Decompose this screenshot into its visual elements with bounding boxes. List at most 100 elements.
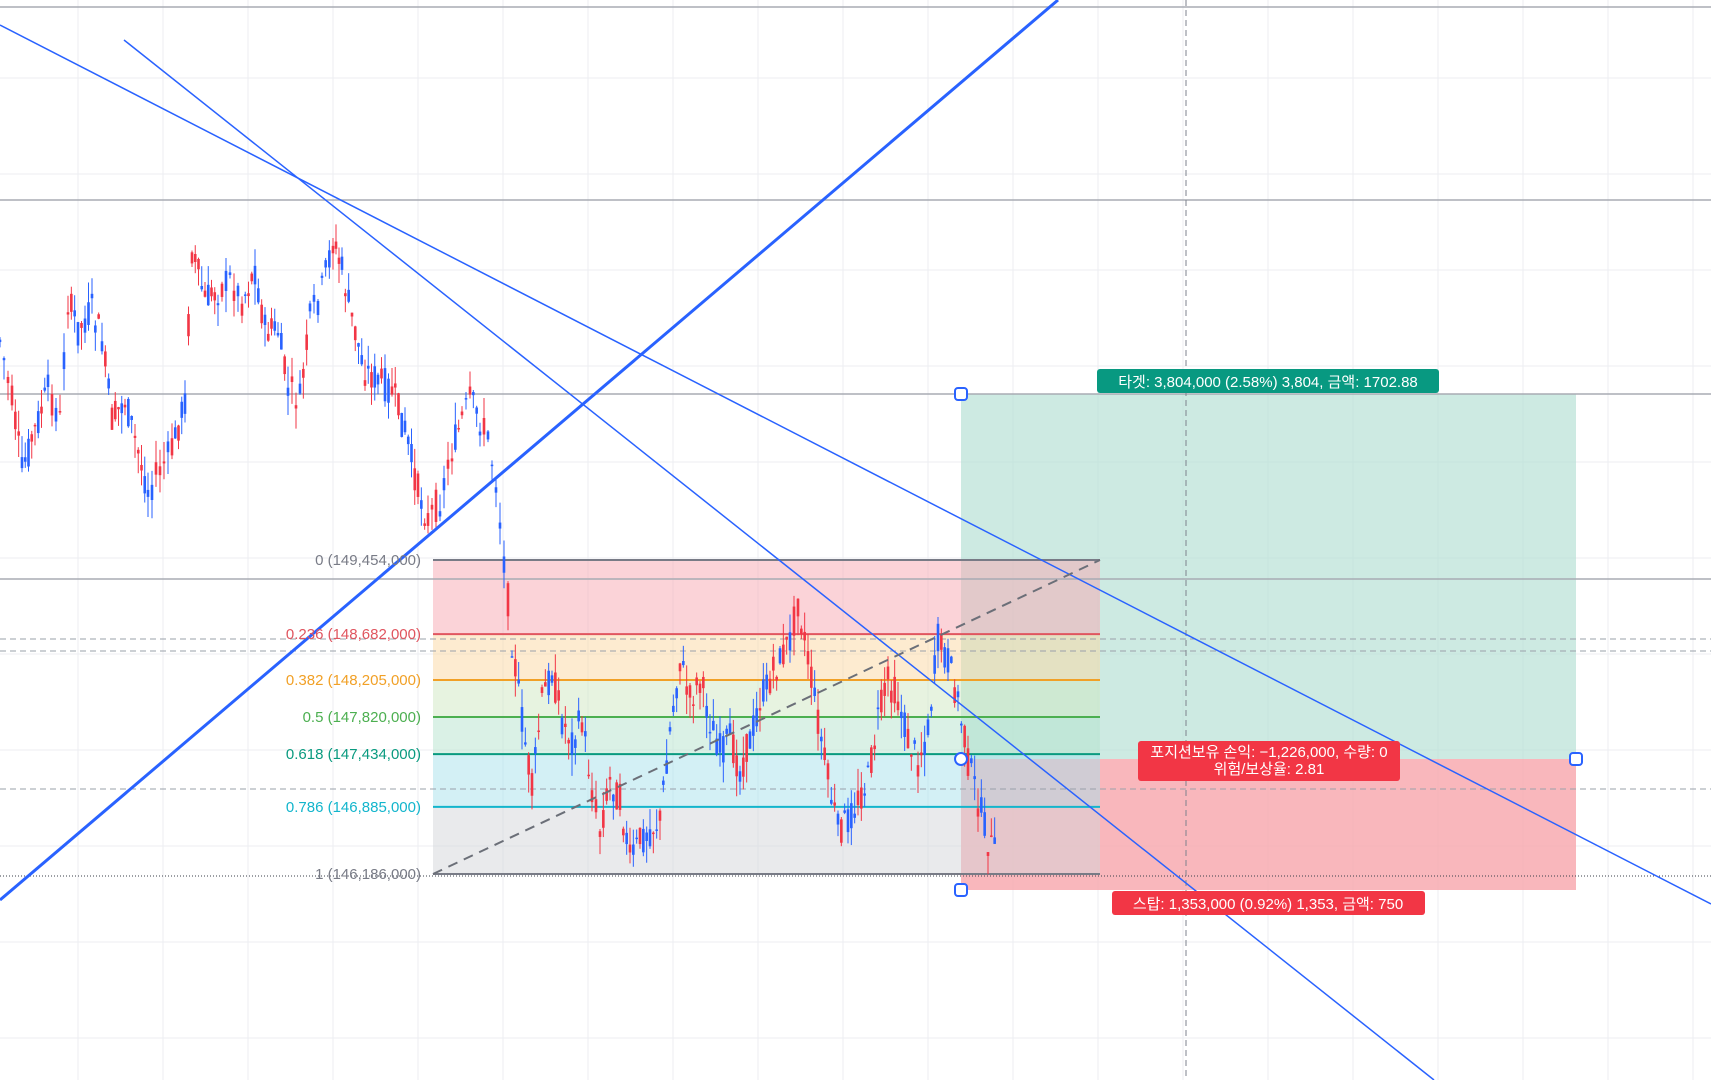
candle-body xyxy=(813,687,816,697)
candle-body xyxy=(678,663,682,672)
candle-body xyxy=(438,511,442,517)
fib-band xyxy=(433,560,1100,635)
candle-body xyxy=(625,832,628,845)
candle-body xyxy=(426,513,430,526)
candle-body xyxy=(560,717,564,735)
candle-body xyxy=(100,341,104,352)
candle-body xyxy=(970,758,973,764)
candle-body xyxy=(397,393,400,416)
candle-body xyxy=(986,852,990,856)
candle-body xyxy=(537,730,540,733)
trendline-descending-1[interactable] xyxy=(0,24,1711,905)
candle-body xyxy=(70,293,73,312)
candle-body xyxy=(76,322,80,346)
candle-body xyxy=(430,504,434,510)
stop-label: 스탑: 1,353,000 (0.92%) 1,353, 금액: 750 xyxy=(1133,896,1403,913)
candle-body xyxy=(266,333,270,341)
candle-body xyxy=(154,462,158,475)
candle-body xyxy=(638,827,642,845)
candle-body xyxy=(768,678,772,694)
candle-body xyxy=(6,376,10,384)
candle-body xyxy=(742,757,745,777)
candle-body xyxy=(534,747,537,754)
candle-body xyxy=(698,683,702,693)
horizontal-lines[interactable] xyxy=(0,6,1711,580)
fib-level-label: 0.382 (148,205,000) xyxy=(286,672,421,689)
candle-body xyxy=(540,687,544,693)
candle-body xyxy=(130,416,133,421)
candle-body xyxy=(748,731,752,749)
candle-body xyxy=(344,293,347,297)
candle-body xyxy=(27,438,30,467)
candle-body xyxy=(166,441,170,453)
candle-body xyxy=(738,771,742,782)
candle-body xyxy=(90,293,94,299)
target-badge: 타겟: 3,804,000 (2.58%) 3,804, 금액: 1702.88 xyxy=(1097,369,1439,393)
candle-body xyxy=(320,275,324,278)
position-handles[interactable] xyxy=(954,387,1583,897)
candle-body xyxy=(755,708,758,727)
candle-body xyxy=(187,314,190,337)
candle-body xyxy=(200,286,204,290)
candle-body xyxy=(853,813,856,818)
trendline-ascending[interactable] xyxy=(0,0,1059,902)
candle-body xyxy=(316,300,320,316)
fib-band xyxy=(433,717,1100,755)
candle-body xyxy=(423,523,426,526)
candle-body xyxy=(383,368,387,402)
candle-body xyxy=(890,690,893,703)
candle-body xyxy=(520,707,524,732)
target-handle[interactable] xyxy=(954,387,968,401)
candle-body xyxy=(206,284,210,306)
fib-level-labels: 0 (149,454,000) 0.236 (148,682,000) 0.382 … xyxy=(286,552,421,883)
fib-trend-line[interactable] xyxy=(432,559,1101,875)
candle-body xyxy=(843,810,846,813)
candle-body xyxy=(127,398,130,427)
candle-body xyxy=(547,670,550,696)
pnl-label-line2: 위험/보상율: 2.81 xyxy=(1214,761,1325,778)
candle-body xyxy=(494,487,498,493)
candle-body xyxy=(203,290,207,297)
candle-body xyxy=(517,679,520,684)
candle-body xyxy=(260,304,263,324)
candle-body xyxy=(62,352,66,370)
candle-body xyxy=(648,829,652,847)
candle-body xyxy=(665,760,668,774)
candle-body xyxy=(280,333,283,350)
candle-body xyxy=(752,715,755,736)
candle-body xyxy=(87,302,90,325)
candle-body xyxy=(146,489,150,497)
candle-body xyxy=(464,398,468,400)
candle-body xyxy=(472,392,475,396)
candle-body xyxy=(658,810,662,821)
entry-handle[interactable] xyxy=(954,752,968,766)
candle-body xyxy=(940,634,943,650)
fib-retracement-bands[interactable] xyxy=(433,559,1100,875)
candle-body xyxy=(446,459,450,469)
candle-body xyxy=(622,828,625,836)
candle-body xyxy=(682,661,685,666)
candle-body xyxy=(685,686,688,695)
dashed-lines[interactable] xyxy=(0,638,1711,790)
candle-body xyxy=(708,731,712,734)
candle-body xyxy=(668,727,672,732)
candle-body xyxy=(413,468,417,491)
fib-level-label: 0.618 (147,434,000) xyxy=(286,746,421,763)
candle-body xyxy=(136,449,140,454)
candle-body xyxy=(873,745,876,750)
candle-body xyxy=(735,755,738,777)
candle-body xyxy=(40,406,43,414)
candle-body xyxy=(110,407,114,430)
stop-handle[interactable] xyxy=(954,883,968,897)
right-edge-handle[interactable] xyxy=(1569,752,1583,766)
candle-body xyxy=(618,783,622,810)
candle-body xyxy=(197,258,200,270)
candle-body xyxy=(457,427,460,430)
candle-body xyxy=(936,623,940,652)
candle-body xyxy=(564,723,567,728)
fib-level-label: 0.5 (147,820,000) xyxy=(303,709,421,726)
candle-body xyxy=(840,819,843,843)
candle-body xyxy=(745,734,748,762)
candle-body xyxy=(715,738,718,755)
